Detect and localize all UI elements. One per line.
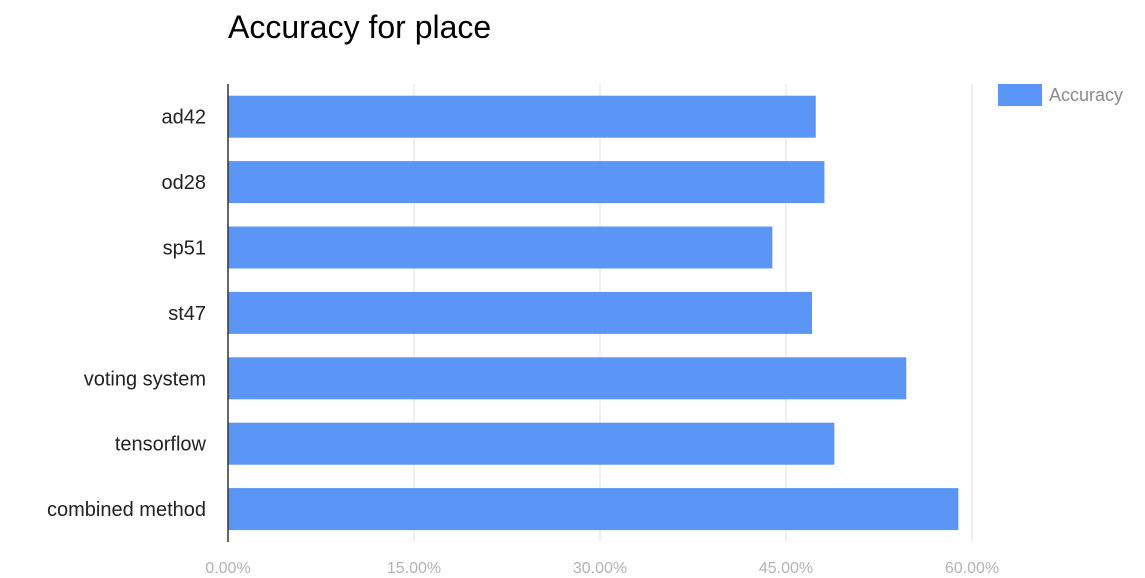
category-label: tensorflow xyxy=(115,434,207,456)
x-tick-label: 30.00% xyxy=(573,560,627,577)
category-label: st47 xyxy=(168,303,206,325)
bars xyxy=(228,95,959,531)
category-label: ad42 xyxy=(162,107,207,129)
bar-sp51 xyxy=(228,226,773,269)
category-label: sp51 xyxy=(163,238,206,260)
bar-od28 xyxy=(228,161,825,204)
bar-tensorflow xyxy=(228,422,835,465)
chart-title: Accuracy for place xyxy=(228,9,491,45)
x-tick-label: 15.00% xyxy=(387,560,441,577)
bar-combined-method xyxy=(228,488,959,531)
bar-voting-system xyxy=(228,357,907,400)
legend-swatch xyxy=(998,84,1042,106)
x-tick-labels: 0.00% 15.00% 30.00% 45.00% 60.00% xyxy=(205,560,999,577)
category-label: voting system xyxy=(84,368,206,390)
x-tick-label: 60.00% xyxy=(945,560,999,577)
bar-ad42 xyxy=(228,95,816,138)
x-tick-label: 45.00% xyxy=(759,560,813,577)
category-label: combined method xyxy=(47,499,206,521)
x-tick-label: 0.00% xyxy=(205,560,250,577)
category-labels: ad42 od28 sp51 st47 voting system tensorflow c… xyxy=(47,107,207,521)
category-label: od28 xyxy=(162,172,207,194)
legend: Accuracy xyxy=(998,84,1123,106)
legend-label: Accuracy xyxy=(1049,85,1123,105)
bar-st47 xyxy=(228,291,813,334)
